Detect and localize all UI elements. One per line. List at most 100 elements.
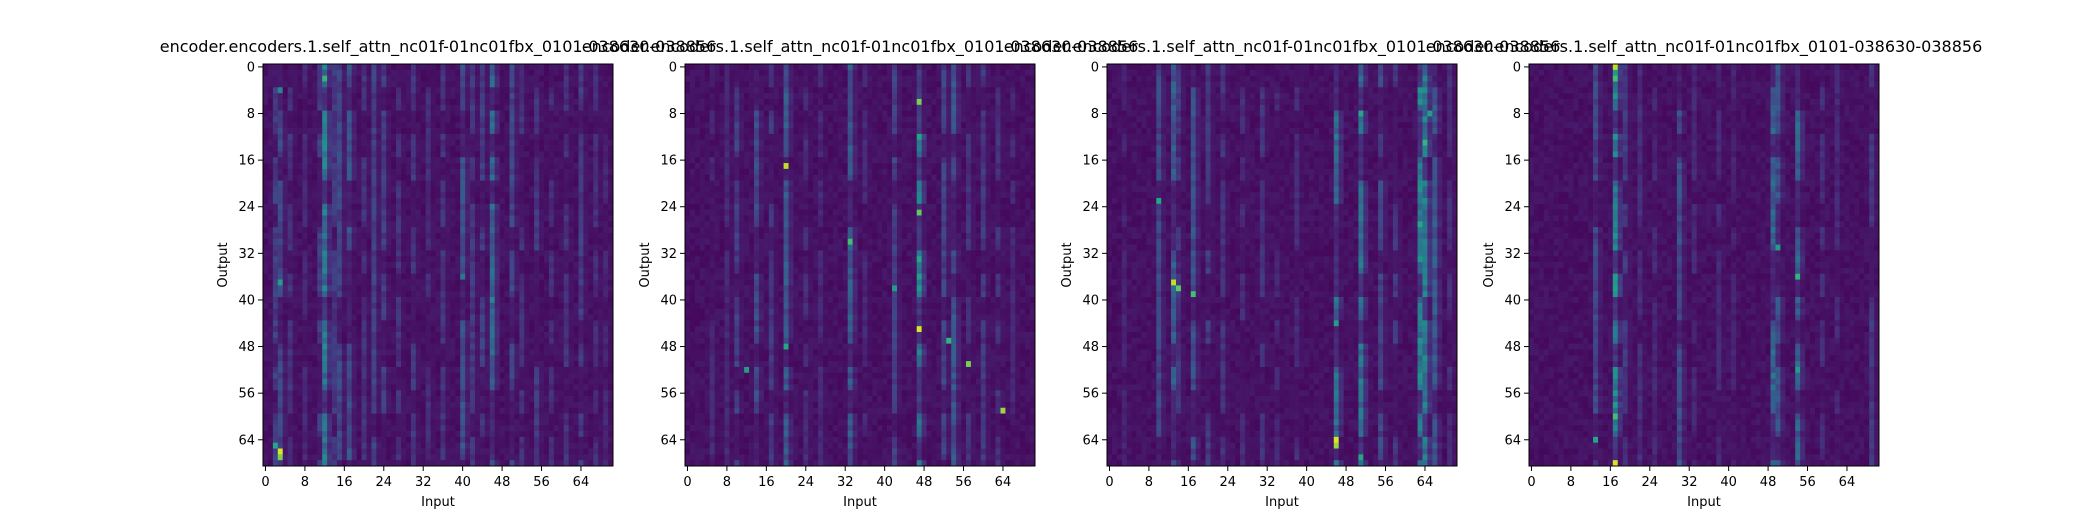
heatmap-cell	[509, 116, 515, 123]
heatmap-cell	[445, 250, 451, 257]
heatmap-cell	[371, 436, 377, 444]
heatmap-cell	[593, 203, 599, 211]
heatmap-cell	[366, 401, 372, 409]
heatmap-cell	[386, 215, 392, 222]
heatmap-cell	[837, 64, 844, 71]
heatmap-cell	[351, 116, 358, 123]
heatmap-cell	[499, 302, 505, 310]
heatmap-cell	[593, 128, 599, 135]
heatmap-cell	[553, 302, 560, 310]
heatmap-cell	[484, 203, 491, 211]
heatmap-cell	[420, 396, 427, 403]
heatmap-cell	[548, 122, 555, 129]
heatmap-cell	[336, 209, 343, 216]
heatmap-cell	[361, 180, 367, 187]
heatmap-cell	[425, 297, 431, 304]
heatmap-cell	[307, 297, 313, 304]
heatmap-cell	[608, 332, 614, 339]
heatmap-cell	[341, 460, 348, 467]
heatmap-cell	[267, 227, 274, 234]
heatmap-cell	[484, 314, 491, 321]
heatmap-cell	[519, 326, 525, 333]
heatmap-cell	[356, 267, 362, 275]
heatmap-cell	[553, 250, 560, 257]
heatmap-cell	[578, 116, 584, 123]
heatmap-cell	[336, 87, 343, 94]
heatmap-cell	[465, 366, 471, 374]
heatmap-cell	[401, 297, 407, 304]
heatmap-cell	[534, 355, 540, 362]
heatmap-cell	[420, 145, 427, 152]
heatmap-cell	[465, 203, 471, 211]
heatmap-cell	[435, 302, 441, 310]
heatmap-cell	[267, 349, 274, 356]
heatmap-cell	[332, 262, 338, 269]
heatmap-cell	[539, 145, 545, 152]
heatmap-cell	[524, 431, 530, 438]
heatmap-cell	[524, 326, 530, 333]
heatmap-cell	[494, 232, 500, 240]
heatmap-cell	[484, 145, 491, 152]
heatmap-cell	[499, 407, 505, 414]
heatmap-cell	[539, 401, 545, 409]
heatmap-cell	[608, 273, 614, 280]
heatmap-cell	[312, 122, 318, 129]
heatmap-cell	[420, 273, 427, 280]
heatmap-cell	[499, 314, 505, 321]
heatmap-cell	[356, 98, 362, 106]
heatmap-cell	[539, 163, 545, 170]
heatmap-cell	[494, 291, 500, 298]
heatmap-cell	[410, 407, 417, 414]
heatmap-cell	[543, 128, 550, 135]
heatmap-cell	[371, 232, 377, 240]
heatmap-cell	[494, 69, 500, 77]
heatmap-cell	[425, 215, 431, 222]
heatmap-cell	[366, 355, 372, 362]
heatmap-cell	[425, 180, 431, 187]
heatmap-cell	[440, 262, 446, 269]
heatmap-cell	[499, 372, 505, 379]
heatmap-cell	[519, 413, 525, 420]
heatmap-cell	[494, 337, 500, 345]
heatmap-cell	[386, 87, 392, 94]
heatmap-cell	[332, 64, 338, 71]
heatmap-cell	[327, 355, 333, 362]
heatmap-cell	[489, 186, 496, 193]
heatmap-cell	[307, 64, 313, 71]
heatmap-cell	[494, 413, 500, 420]
heatmap-cell	[376, 436, 382, 444]
heatmap-cell	[430, 151, 436, 158]
heatmap-cell	[578, 413, 584, 420]
heatmap-cell	[445, 192, 451, 199]
heatmap-cell	[415, 454, 422, 461]
heatmap-cell	[553, 104, 560, 111]
heatmap-cell	[524, 314, 530, 321]
heatmap-cell	[583, 186, 589, 193]
heatmap-cell	[263, 133, 269, 141]
heatmap-cell	[391, 419, 397, 426]
heatmap-cell	[277, 436, 284, 444]
heatmap-cell	[282, 145, 288, 152]
heatmap-cell	[455, 215, 461, 222]
heatmap-cell	[524, 203, 530, 211]
heatmap-cell	[489, 308, 496, 315]
heatmap-cell	[366, 250, 372, 257]
heatmap-cell	[341, 98, 348, 106]
heatmap-cell	[272, 308, 279, 315]
heatmap-cell	[425, 442, 431, 449]
heatmap-cell	[519, 64, 525, 71]
heatmap-cell	[460, 64, 466, 71]
heatmap-cell	[287, 163, 293, 170]
heatmap-cell	[297, 390, 303, 397]
heatmap-cell	[292, 396, 298, 403]
heatmap-cell	[327, 279, 333, 286]
heatmap-cell	[356, 180, 362, 187]
heatmap-cell	[484, 454, 491, 461]
heatmap-cell	[332, 279, 338, 286]
heatmap-cell	[302, 326, 308, 333]
heatmap-cell	[568, 285, 574, 292]
heatmap-cell	[282, 168, 288, 176]
heatmap-cell	[484, 308, 491, 315]
heatmap-cell	[396, 273, 402, 280]
heatmap-cell	[267, 332, 274, 339]
